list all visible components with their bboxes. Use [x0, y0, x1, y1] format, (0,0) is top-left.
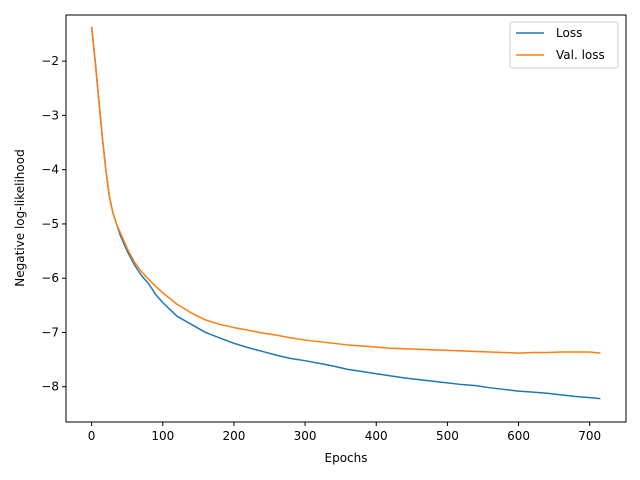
- axes-frame: [65, 14, 627, 423]
- x-tick-label: 100: [151, 429, 174, 443]
- x-tick-label: 300: [294, 429, 317, 443]
- y-tick-label: −4: [41, 163, 59, 177]
- y-axis: −2 −3 −4 −5 −6 −7 −8: [41, 54, 66, 394]
- x-tick-label: 200: [222, 429, 245, 443]
- y-tick-label: −7: [41, 325, 59, 339]
- x-tick-label: 600: [507, 429, 530, 443]
- x-tick-label: 700: [578, 429, 601, 443]
- series-line-val-loss: [90, 26, 601, 354]
- series-line-loss: [90, 26, 601, 400]
- x-tick-label: 0: [88, 429, 96, 443]
- x-tick-label: 500: [436, 429, 459, 443]
- y-axis-label: Negative log-likelihood: [13, 149, 27, 286]
- legend: Loss Val. loss: [509, 21, 619, 69]
- y-tick-label: −6: [41, 271, 59, 285]
- x-tick-label: 400: [365, 429, 388, 443]
- legend-label-loss: Loss: [556, 26, 582, 40]
- y-tick-label: −2: [41, 54, 59, 68]
- y-tick-label: −8: [41, 380, 59, 394]
- y-tick-label: −5: [41, 217, 59, 231]
- x-axis-label: Epochs: [325, 451, 368, 465]
- y-tick-label: −3: [41, 108, 59, 122]
- legend-label-val-loss: Val. loss: [556, 48, 605, 62]
- x-axis: 0 100 200 300 400 500 600 700: [88, 422, 601, 443]
- plot-area: [90, 26, 601, 400]
